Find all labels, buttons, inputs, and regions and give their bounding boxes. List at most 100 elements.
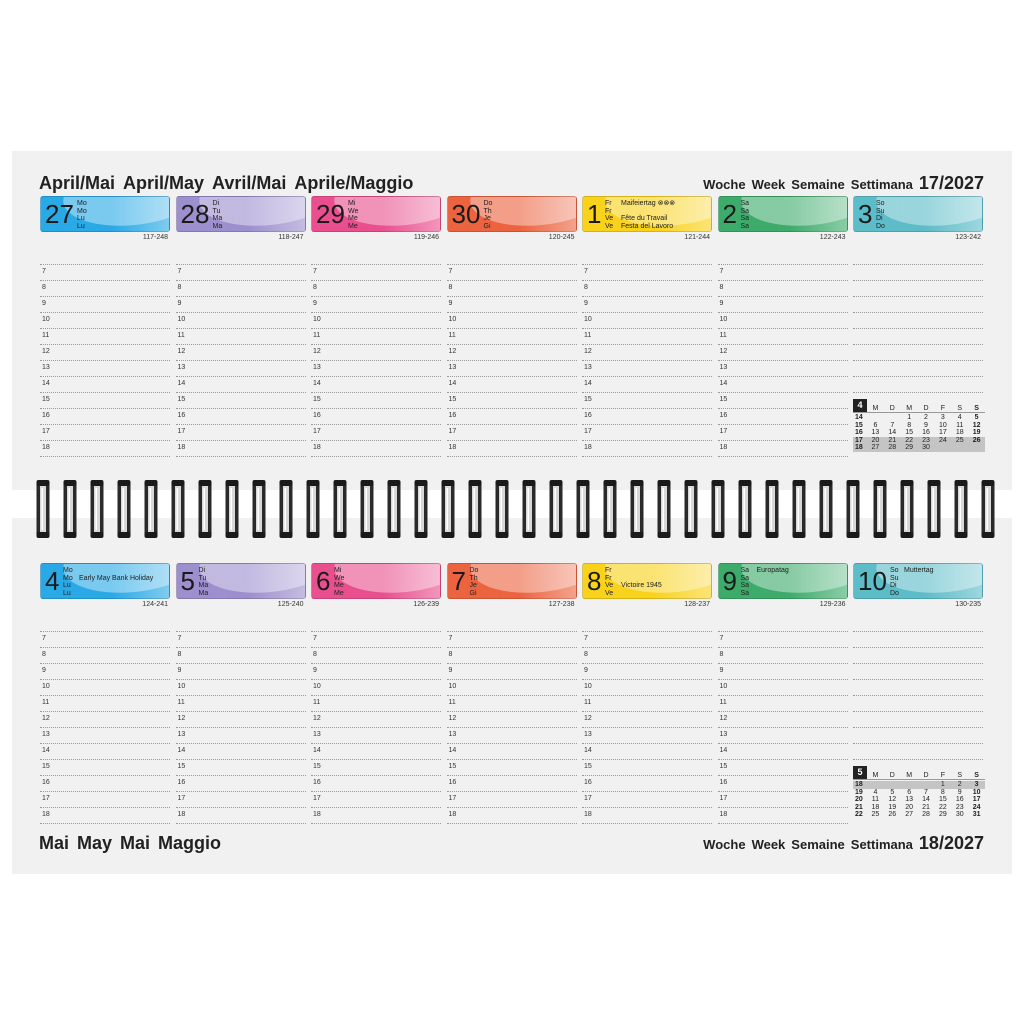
hour-row[interactable]: 7 xyxy=(311,265,441,281)
hour-row[interactable]: 16 xyxy=(582,776,712,792)
hour-row[interactable]: 7 xyxy=(582,632,712,648)
hour-row[interactable]: 10 xyxy=(311,680,441,696)
hour-row[interactable]: 8 xyxy=(311,281,441,297)
hour-row[interactable]: 10 xyxy=(446,313,577,329)
hour-row[interactable]: 13 xyxy=(582,728,712,744)
hour-row[interactable] xyxy=(853,281,983,297)
hour-row[interactable]: 15 xyxy=(311,760,441,776)
hour-row[interactable]: 14 xyxy=(446,744,577,760)
hour-row[interactable]: 7 xyxy=(717,632,848,648)
hour-row[interactable]: 13 xyxy=(40,728,170,744)
hour-row[interactable] xyxy=(853,728,983,744)
hour-row[interactable]: 15 xyxy=(175,393,306,409)
hour-row[interactable] xyxy=(853,265,983,281)
hour-row[interactable]: 12 xyxy=(40,345,170,361)
hour-row[interactable]: 7 xyxy=(446,265,577,281)
hour-row[interactable] xyxy=(853,744,983,760)
hour-row[interactable]: 11 xyxy=(582,329,712,345)
hour-row[interactable]: 14 xyxy=(717,744,848,760)
hour-row[interactable]: 12 xyxy=(311,712,441,728)
hour-row[interactable]: 17 xyxy=(582,425,712,441)
hour-row[interactable] xyxy=(582,249,712,265)
hour-row[interactable]: 11 xyxy=(175,329,306,345)
hour-row[interactable]: 16 xyxy=(175,409,306,425)
hour-row[interactable]: 15 xyxy=(175,760,306,776)
hour-row[interactable]: 11 xyxy=(40,696,170,712)
hour-row[interactable]: 7 xyxy=(717,265,848,281)
hour-row[interactable]: 14 xyxy=(582,744,712,760)
hour-row[interactable]: 17 xyxy=(582,792,712,808)
hour-row[interactable]: 11 xyxy=(311,329,441,345)
hour-row[interactable] xyxy=(853,377,983,393)
hour-row[interactable]: 8 xyxy=(175,281,306,297)
hour-row[interactable]: 7 xyxy=(582,265,712,281)
hour-row[interactable] xyxy=(175,249,306,265)
hour-row[interactable] xyxy=(853,696,983,712)
hour-row[interactable]: 15 xyxy=(311,393,441,409)
hour-row[interactable]: 16 xyxy=(717,409,848,425)
hour-row[interactable]: 16 xyxy=(582,409,712,425)
hour-row[interactable]: 17 xyxy=(40,792,170,808)
hour-row[interactable] xyxy=(311,616,441,632)
hour-row[interactable] xyxy=(446,616,577,632)
hour-row[interactable]: 10 xyxy=(175,313,306,329)
hour-row[interactable]: 11 xyxy=(175,696,306,712)
hour-row[interactable] xyxy=(853,632,983,648)
hour-row[interactable]: 7 xyxy=(40,265,170,281)
hour-row[interactable]: 18 xyxy=(40,808,170,824)
hour-row[interactable]: 12 xyxy=(175,345,306,361)
hour-row[interactable]: 16 xyxy=(311,776,441,792)
hour-row[interactable]: 9 xyxy=(175,297,306,313)
hour-row[interactable]: 13 xyxy=(446,361,577,377)
hour-row[interactable]: 14 xyxy=(311,377,441,393)
hour-row[interactable]: 9 xyxy=(446,664,577,680)
hour-row[interactable]: 13 xyxy=(717,728,848,744)
hour-row[interactable] xyxy=(853,616,983,632)
hour-row[interactable]: 8 xyxy=(40,281,170,297)
hour-row[interactable]: 12 xyxy=(582,345,712,361)
hour-row[interactable]: 16 xyxy=(40,409,170,425)
hour-row[interactable] xyxy=(853,648,983,664)
hour-row[interactable]: 8 xyxy=(582,281,712,297)
hour-row[interactable] xyxy=(853,712,983,728)
hour-row[interactable]: 14 xyxy=(446,377,577,393)
hour-row[interactable]: 11 xyxy=(717,696,848,712)
hour-row[interactable] xyxy=(311,249,441,265)
hour-row[interactable] xyxy=(582,616,712,632)
hour-row[interactable]: 18 xyxy=(582,441,712,457)
hour-row[interactable]: 10 xyxy=(717,313,848,329)
hour-row[interactable]: 18 xyxy=(582,808,712,824)
hour-row[interactable]: 16 xyxy=(175,776,306,792)
hour-row[interactable] xyxy=(40,616,170,632)
hour-row[interactable]: 18 xyxy=(175,441,306,457)
hour-row[interactable]: 12 xyxy=(717,345,848,361)
hour-row[interactable]: 11 xyxy=(40,329,170,345)
hour-row[interactable]: 16 xyxy=(717,776,848,792)
hour-row[interactable]: 9 xyxy=(582,297,712,313)
hour-row[interactable]: 12 xyxy=(40,712,170,728)
hour-row[interactable]: 14 xyxy=(175,744,306,760)
hour-row[interactable] xyxy=(717,616,848,632)
hour-row[interactable] xyxy=(175,616,306,632)
hour-row[interactable] xyxy=(853,313,983,329)
hour-row[interactable] xyxy=(853,297,983,313)
hour-row[interactable]: 17 xyxy=(446,425,577,441)
hour-row[interactable]: 11 xyxy=(446,696,577,712)
hour-row[interactable]: 8 xyxy=(582,648,712,664)
hour-row[interactable]: 8 xyxy=(311,648,441,664)
hour-row[interactable]: 9 xyxy=(446,297,577,313)
hour-row[interactable] xyxy=(853,345,983,361)
hour-row[interactable]: 18 xyxy=(717,441,848,457)
hour-row[interactable]: 11 xyxy=(446,329,577,345)
hour-row[interactable]: 12 xyxy=(582,712,712,728)
hour-row[interactable]: 9 xyxy=(40,297,170,313)
hour-row[interactable]: 8 xyxy=(717,648,848,664)
hour-row[interactable] xyxy=(40,249,170,265)
hour-row[interactable]: 10 xyxy=(40,313,170,329)
hour-row[interactable]: 16 xyxy=(40,776,170,792)
hour-row[interactable]: 16 xyxy=(311,409,441,425)
hour-row[interactable]: 13 xyxy=(175,361,306,377)
hour-row[interactable] xyxy=(446,249,577,265)
hour-row[interactable]: 16 xyxy=(446,409,577,425)
hour-row[interactable]: 18 xyxy=(175,808,306,824)
